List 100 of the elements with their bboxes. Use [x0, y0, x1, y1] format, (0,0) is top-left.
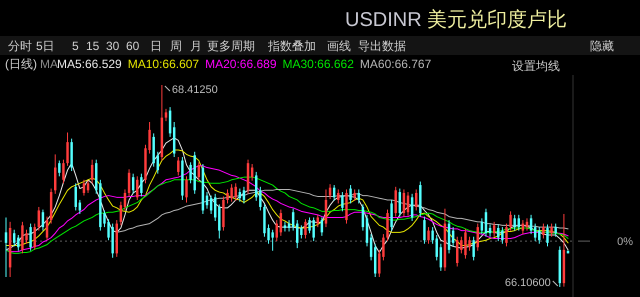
candlestick: [390, 199, 393, 232]
candlestick: [66, 132, 69, 166]
candlestick: [234, 182, 237, 202]
candlestick: [410, 193, 414, 222]
candlestick: [522, 220, 524, 235]
candlestick: [518, 214, 520, 232]
candlestick: [17, 234, 20, 252]
candlestick: [304, 218, 307, 239]
candlestick: [526, 218, 528, 232]
candlestick: [488, 224, 492, 238]
candlestick: [320, 216, 324, 236]
candlestick: [341, 192, 344, 212]
text: 日: [150, 39, 162, 53]
candlestick: [271, 229, 274, 252]
candlestick: [148, 122, 151, 154]
candlestick: [284, 221, 286, 232]
text: 更多周期: [207, 39, 255, 53]
candlestick: [42, 209, 44, 232]
candlestick: [300, 224, 303, 239]
text: 设置均线: [512, 59, 560, 73]
candlestick: [74, 182, 77, 211]
candlestick: [337, 188, 340, 204]
candlestick: [509, 210, 512, 232]
text: MA20:66.689: [205, 57, 277, 71]
text: 周: [170, 39, 182, 53]
candlestick: [177, 156, 180, 176]
candlestick: [398, 188, 402, 218]
candlestick: [353, 188, 356, 202]
annotation: 68.41250: [172, 84, 218, 96]
text: 分时: [8, 39, 32, 53]
candlestick: [394, 186, 397, 218]
candlestick: [198, 162, 200, 182]
candlestick: [505, 223, 508, 247]
candlestick: [267, 224, 270, 244]
text: 画线: [327, 39, 351, 53]
candlestick: [452, 226, 454, 247]
candlestick: [484, 208, 488, 238]
text: 月: [190, 39, 202, 53]
text: 5日: [36, 39, 55, 53]
candlestick: [242, 186, 246, 204]
text: 30: [106, 39, 120, 53]
candlestick: [136, 176, 138, 200]
candlestick: [90, 159, 94, 184]
candlestick: [280, 209, 282, 236]
candlestick: [230, 184, 233, 202]
text: 0%: [617, 236, 634, 248]
text: 隐藏: [590, 39, 614, 53]
text: MA: [40, 57, 58, 71]
candlestick: [62, 159, 65, 184]
candlestick: [46, 216, 48, 241]
text: 60: [126, 39, 140, 53]
text: (日线): [5, 57, 37, 71]
candlestick: [501, 226, 504, 244]
candlestick: [238, 188, 242, 202]
candlestick: [476, 223, 479, 252]
text: MA5:66.529: [57, 57, 122, 71]
text: 5: [72, 39, 79, 53]
candlestick: [402, 188, 406, 218]
candlestick: [140, 173, 143, 197]
candlestick: [358, 188, 360, 204]
candlestick: [349, 184, 352, 204]
text: 15: [86, 39, 100, 53]
candlestick: [82, 179, 86, 196]
candlestick: [29, 223, 32, 252]
candlestick: [542, 223, 545, 239]
candlestick: [530, 214, 532, 235]
candlestick: [554, 223, 557, 238]
candlestick: [210, 195, 212, 214]
candlestick: [54, 154, 56, 194]
text: MA30:66.662: [282, 57, 354, 71]
text: 导出数据: [358, 39, 406, 53]
candlestick: [497, 224, 500, 242]
candlestick: [362, 204, 364, 232]
candlestick: [128, 168, 130, 197]
candlestick: [492, 221, 496, 238]
candlestick: [328, 184, 332, 200]
candlestick: [312, 216, 315, 242]
candlestick: [38, 206, 40, 232]
candlestick: [513, 214, 516, 232]
candlestick: [12, 229, 16, 247]
candlestick: [132, 173, 134, 194]
candlestick: [308, 216, 311, 234]
candlestick: [456, 236, 458, 268]
chart-title: USDINR 美元兑印度卢比: [345, 8, 568, 31]
text: 指数叠加: [267, 39, 316, 53]
candlestick: [423, 216, 426, 244]
candlestick: [427, 226, 430, 244]
candlestick: [86, 180, 90, 194]
candlestick: [332, 184, 336, 202]
text: MA10:66.607: [128, 57, 200, 71]
candlestick: [538, 226, 541, 244]
candlestick: [316, 214, 319, 228]
text: MA60:66.767: [360, 57, 432, 71]
candlestick: [472, 236, 475, 261]
candlestick: [58, 160, 61, 177]
candlestick: [324, 188, 328, 228]
candlestick: [464, 228, 467, 260]
candlestick: [550, 223, 553, 238]
candlestick: [468, 236, 471, 252]
annotation: 66.10600: [504, 277, 551, 289]
